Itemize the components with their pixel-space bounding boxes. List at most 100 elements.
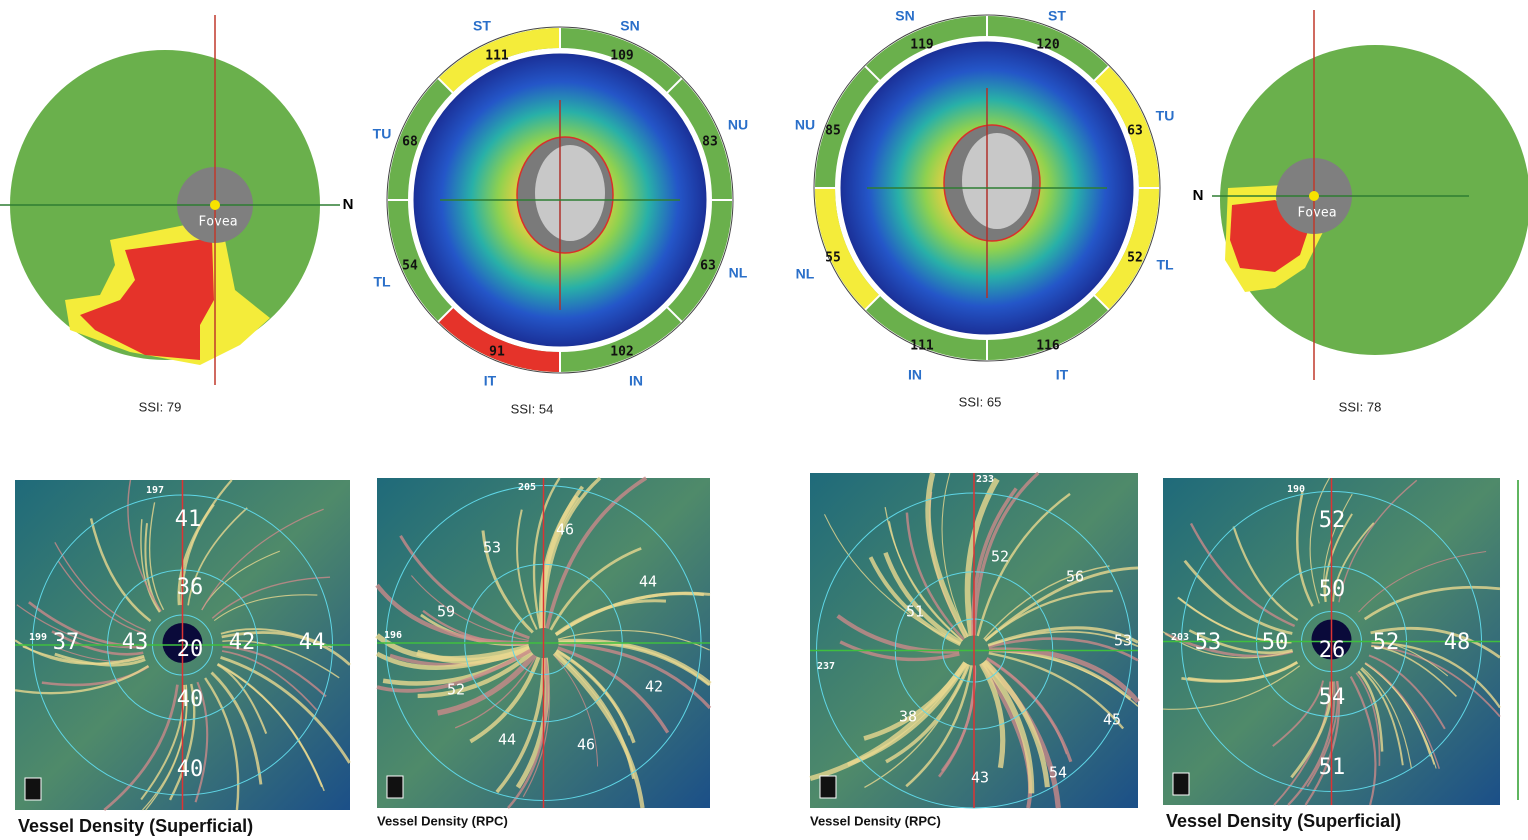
vessel-image: 205 46 53 44 59 196 52 42 44 46 — [375, 476, 712, 809]
density-value: 51 — [1319, 755, 1346, 780]
vessel — [985, 657, 1073, 763]
vessel — [28, 601, 143, 648]
vessel — [204, 677, 240, 811]
density-value: 52 — [991, 548, 1009, 566]
vessel — [194, 681, 209, 803]
vessel — [988, 652, 1125, 730]
vessel — [552, 651, 645, 809]
vessel — [557, 646, 670, 734]
ssi-label: SSI: 78 — [1339, 399, 1382, 414]
sector-divider — [666, 306, 684, 324]
density-value: 46 — [577, 736, 595, 754]
vessel — [222, 639, 340, 679]
vessel — [972, 471, 1040, 636]
sector-value: 111 — [910, 339, 934, 354]
vessel — [888, 521, 963, 642]
fovea-dot — [1309, 191, 1319, 201]
density-value: 43 — [971, 769, 989, 787]
vessel — [1332, 522, 1375, 602]
caption: Vessel Density (RPC) — [377, 813, 508, 828]
vessel — [481, 530, 534, 634]
vessel — [220, 628, 333, 649]
density-value: 44 — [299, 630, 326, 655]
density-value: 50 — [1262, 630, 1289, 655]
sector-highlight — [438, 28, 561, 93]
vessel — [140, 684, 186, 801]
vessel — [142, 684, 188, 811]
vessel — [558, 642, 712, 710]
sector-divider — [666, 76, 684, 94]
vessel — [51, 630, 144, 656]
sector-name: NL — [729, 265, 748, 281]
density-value: 20 — [177, 637, 204, 662]
sector-name: SN — [895, 8, 914, 24]
density-value: 52 — [1319, 508, 1346, 533]
sector-highlight — [1094, 187, 1159, 310]
density-value: 44 — [639, 573, 657, 591]
density-value: 203 — [1171, 632, 1189, 643]
vessel — [211, 576, 331, 619]
sector-name: TL — [1156, 257, 1174, 273]
vessel — [1361, 667, 1412, 769]
vessel — [14, 639, 145, 665]
vessel — [925, 472, 970, 639]
sector-value: 52 — [1127, 251, 1143, 266]
vessel-image: 197 41 36 199 37 43 20 42 44 40 40 — [14, 479, 351, 812]
density-value: 38 — [899, 708, 917, 726]
vessel — [541, 476, 602, 629]
density-value: 36 — [177, 575, 204, 600]
vessel — [57, 560, 145, 635]
vessel — [1355, 672, 1381, 766]
vessel — [532, 477, 561, 629]
density-value: 196 — [384, 630, 402, 641]
fovea-label: Fovea — [198, 215, 237, 230]
optic-cup — [962, 133, 1032, 229]
density-value: 52 — [447, 681, 465, 699]
sector-name: IT — [484, 373, 497, 389]
sector-name: TU — [373, 126, 392, 142]
sector-highlight — [815, 187, 880, 310]
vessel — [884, 507, 964, 642]
vessel — [399, 535, 530, 640]
icon — [386, 775, 404, 799]
sector-value: 83 — [702, 135, 718, 150]
sector-value: 54 — [402, 259, 418, 274]
caption: Vessel Density (Superficial) — [1166, 811, 1401, 831]
vessel — [558, 640, 711, 686]
vessel — [979, 662, 1006, 769]
vessel — [964, 477, 1000, 637]
sector-name: TL — [373, 274, 391, 290]
vessel — [1370, 626, 1501, 659]
vessel — [980, 662, 1033, 809]
fovea-dot — [210, 200, 220, 210]
vessel — [982, 659, 1050, 788]
vessel — [1358, 550, 1487, 613]
density-value: 199 — [29, 632, 47, 643]
vessel — [1232, 526, 1299, 622]
density-value: 205 — [518, 482, 536, 493]
vessel — [1323, 493, 1353, 603]
vessel — [1349, 676, 1377, 806]
vessel — [14, 665, 150, 695]
vessel — [1371, 644, 1501, 718]
vessel — [201, 508, 324, 611]
ring-border — [386, 26, 734, 374]
sector-divider — [436, 76, 454, 94]
sector-name: NU — [795, 117, 815, 133]
fovea-label: Fovea — [1297, 206, 1336, 221]
vessel — [213, 594, 318, 622]
density-value: 42 — [645, 678, 663, 696]
density-value: 54 — [1319, 685, 1346, 710]
vessel — [839, 640, 960, 662]
vessel — [1181, 660, 1298, 683]
icon — [819, 775, 837, 799]
vessel — [210, 671, 263, 785]
vessel — [1188, 629, 1293, 655]
vessel — [976, 492, 1071, 637]
density-value: 43 — [122, 630, 149, 655]
density-value: 45 — [1103, 711, 1121, 729]
vessel — [469, 656, 541, 744]
sector-divider — [436, 306, 454, 324]
sector-value: 111 — [485, 49, 509, 64]
icon — [1172, 772, 1190, 796]
